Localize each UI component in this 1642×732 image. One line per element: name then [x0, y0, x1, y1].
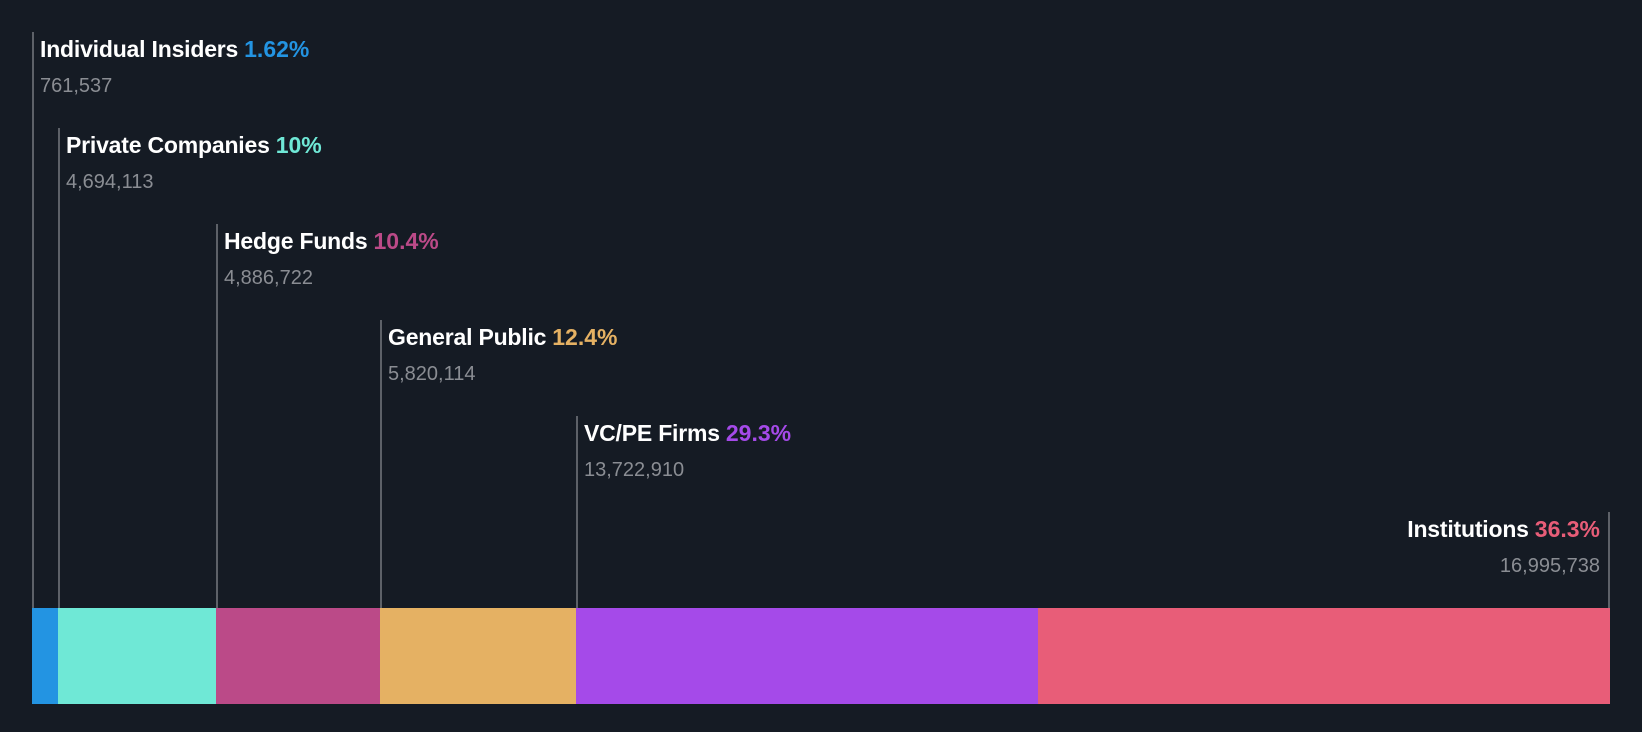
- segment-value: 16,995,738: [1499, 555, 1600, 577]
- segment-institutions[interactable]: [1038, 608, 1610, 704]
- segment-individual-insiders[interactable]: [32, 608, 58, 704]
- segment-value: 13,722,910: [584, 459, 685, 481]
- segment-value: 761,537: [40, 75, 113, 97]
- segment-value: 5,820,114: [388, 363, 476, 385]
- segment-name: VC/PE Firms: [584, 420, 720, 446]
- segment-name: Hedge Funds: [224, 228, 368, 254]
- label-individual-insiders: Individual Insiders 1.62% 761,537: [40, 36, 309, 98]
- segment-private-companies[interactable]: [58, 608, 216, 704]
- segment-value: 4,886,722: [224, 267, 313, 289]
- segment-name: General Public: [388, 324, 547, 350]
- leader-line-hedge-funds: [216, 224, 218, 608]
- segment-percent: 29.3%: [725, 420, 792, 446]
- label-private-companies: Private Companies 10% 4,694,113: [66, 132, 322, 194]
- segment-name: Individual Insiders: [40, 36, 239, 62]
- ownership-stacked-bar: [32, 608, 1610, 704]
- segment-vc-pe-firms[interactable]: [576, 608, 1038, 704]
- leader-line-general-public: [380, 320, 382, 608]
- leader-line-private-companies: [58, 128, 60, 608]
- label-hedge-funds: Hedge Funds 10.4% 4,886,722: [224, 228, 439, 290]
- leader-line-vc-pe-firms: [576, 416, 578, 608]
- label-institutions: Institutions 36.3% 16,995,738: [1407, 516, 1600, 578]
- segment-general-public[interactable]: [380, 608, 576, 704]
- segment-name: Private Companies: [66, 132, 270, 158]
- segment-percent: 1.62%: [244, 36, 310, 62]
- leader-line-individual-insiders: [32, 32, 34, 608]
- segment-percent: 12.4%: [552, 324, 618, 350]
- segment-percent: 10.4%: [373, 228, 439, 254]
- label-general-public: General Public 12.4% 5,820,114: [388, 324, 617, 386]
- label-vc-pe-firms: VC/PE Firms 29.3% 13,722,910: [584, 420, 791, 482]
- segment-percent: 36.3%: [1534, 516, 1600, 542]
- segment-percent: 10%: [275, 132, 322, 158]
- segment-hedge-funds[interactable]: [216, 608, 380, 704]
- segment-name: Institutions: [1407, 516, 1529, 542]
- segment-value: 4,694,113: [66, 171, 154, 193]
- leader-line-institutions: [1608, 512, 1610, 608]
